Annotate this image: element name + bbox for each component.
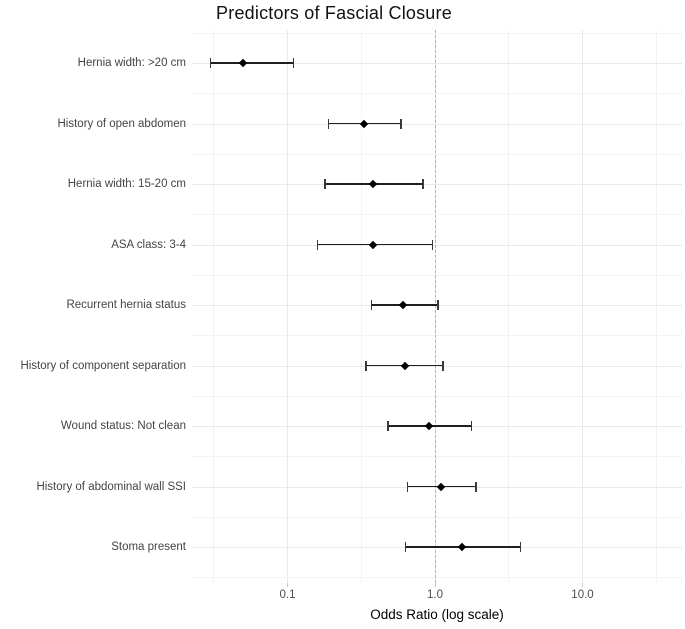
ci-cap-right [475,481,477,492]
chart-title: Predictors of Fascial Closure [216,3,452,23]
row-label: History of abdominal wall SSI [36,480,186,493]
row-label: Hernia width: 15-20 cm [67,178,186,190]
gridline-horizontal-minor [192,93,682,95]
row-label: History of open abdomen [57,117,187,130]
ci-cap-left [209,58,212,68]
ci-cap-left [327,118,330,129]
ci-cap-right [431,239,434,250]
gridline-horizontal-minor [192,335,682,337]
gridline-horizontal-minor [192,395,682,397]
plot-panel [192,30,682,583]
gridline-horizontal-minor [192,32,682,34]
gridline-horizontal-minor [192,516,682,518]
row-label: Recurrent hernia status [66,299,186,311]
ci-cap-right [442,360,444,371]
gridline-vertical-minor [213,30,215,583]
ci-cap-right [400,118,402,129]
row-label: ASA class: 3-4 [111,238,186,251]
ci-cap-right [470,421,473,431]
gridline-horizontal-major [192,123,682,125]
row-label: History of component separation [20,359,186,372]
row-label: Stoma present [111,541,186,553]
gridline-vertical-minor [655,30,657,583]
x-tick-label: 0.1 [279,589,296,601]
ci-cap-left [365,360,367,371]
ci-cap-right [292,58,295,68]
ci-cap-left [404,542,407,552]
ci-cap-left [316,239,319,250]
gridline-vertical-minor [508,30,510,583]
x-tick-mark [287,583,288,587]
ci-cap-left [324,179,326,189]
x-tick-mark [434,583,436,587]
x-tick-mark [582,583,583,587]
reference-line-or1 [434,30,436,583]
gridline-horizontal-minor [192,456,682,458]
x-tick-label: 1.0 [427,589,443,601]
ci-cap-left [370,300,373,310]
ci-cap-left [387,421,389,431]
gridline-horizontal-minor [192,153,682,155]
gridline-horizontal-minor [192,214,682,216]
gridline-vertical-major [287,30,288,583]
ci-cap-right [437,300,439,310]
gridline-horizontal-major [192,184,682,185]
gridline-horizontal-minor [192,577,682,579]
gridline-horizontal-major [192,244,682,246]
ci-cap-right [422,179,424,189]
ci-line [210,62,294,64]
x-axis-title: Odds Ratio (log scale) [370,607,504,622]
x-tick-label: 10.0 [571,589,594,601]
ci-cap-right [519,542,522,552]
gridline-horizontal-major [192,63,682,64]
gridline-vertical-major [582,30,583,583]
row-label: Wound status: Not clean [60,420,186,432]
gridline-horizontal-minor [192,274,682,276]
gridline-vertical-minor [360,30,362,583]
row-label: Hernia width: >20 cm [77,57,186,69]
ci-cap-left [406,481,409,492]
